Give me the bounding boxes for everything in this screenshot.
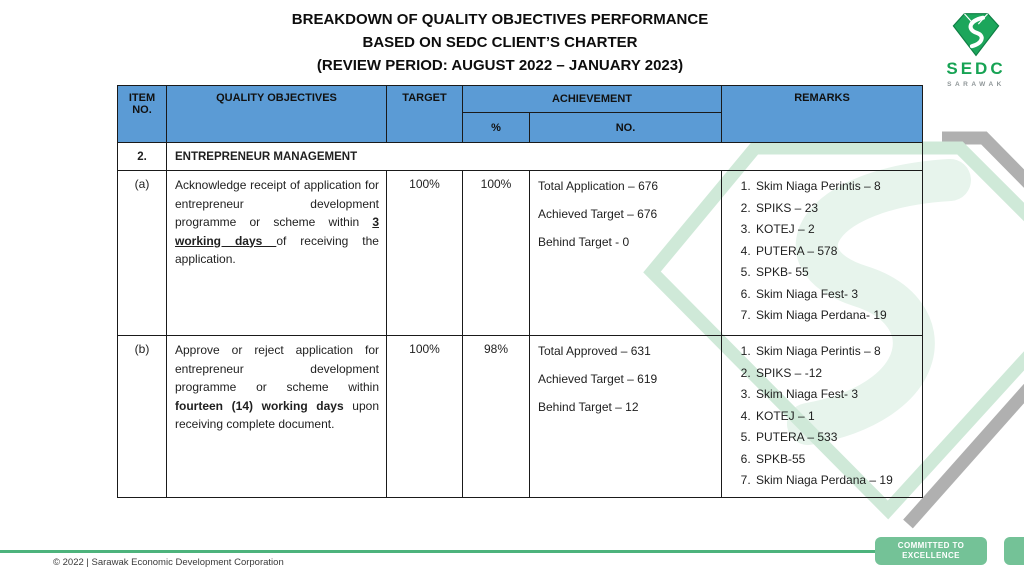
committed-to-excellence-badge: COMMITTED TO EXCELLENCE [875,537,987,565]
row-a-remarks: Skim Niaga Perintis – 8SPIKS – 23KOTEJ –… [721,170,923,336]
title-line-3: (REVIEW PERIOD: AUGUST 2022 – JANUARY 20… [316,57,684,74]
remark-item: SPKB- 55 [754,262,918,284]
col-header-quality-objectives: QUALITY OBJECTIVES [166,85,387,143]
table-row: (b) Approve or reject application for en… [117,335,923,498]
remark-item: KOTEJ – 1 [754,406,918,428]
remark-item: PUTERA – 578 [754,241,918,263]
remark-item: SPKB-55 [754,449,918,471]
col-header-item-no: ITEM NO. [117,85,167,143]
row-b-item-no: (b) [117,335,167,498]
number-line: Total Approved – 631 [538,344,651,358]
remark-item: Skim Niaga Perintis – 8 [754,176,918,198]
col-header-remarks: REMARKS [721,85,923,143]
number-line: Total Application – 676 [538,179,659,193]
logo-brand-text: SEDC [946,59,1006,78]
edge-badge-partial [1004,537,1024,565]
col-header-percent: % [462,112,530,143]
title-line-2: BASED ON SEDC CLIENT’S CHARTER [362,34,638,51]
badge-line-2: EXCELLENCE [902,551,960,560]
row-a-numbers: Total Application – 676 Achieved Target –… [529,170,722,336]
row-a-item-no: (a) [117,170,167,336]
remark-item: PUTERA – 533 [754,427,918,449]
remark-item: Skim Niaga Perdana- 19 [754,305,918,327]
logo-sub-text: SARAWAK [947,81,1005,88]
copyright-text: © 2022 | Sarawak Economic Development Co… [53,557,284,568]
table-row: (a) Acknowledge receipt of application f… [117,170,923,336]
row-a-target: 100% [386,170,463,336]
col-header-achievement: ACHIEVEMENT [462,85,722,113]
number-line: Behind Target – 12 [538,400,639,414]
remark-item: KOTEJ – 2 [754,219,918,241]
footer-divider [0,550,882,553]
slide-title: BREAKDOWN OF QUALITY OBJECTIVES PERFORMA… [0,8,1000,77]
row-b-numbers: Total Approved – 631 Achieved Target – 61… [529,335,722,498]
remark-item: SPIKS – -12 [754,363,918,385]
row-a-objective: Acknowledge receipt of application for e… [166,170,387,336]
sedc-diamond-icon [952,13,1000,57]
remark-item: Skim Niaga Fest- 3 [754,384,918,406]
row-b-objective: Approve or reject application for entrep… [166,335,387,498]
number-line: Achieved Target – 619 [538,372,658,386]
remark-item: SPIKS – 23 [754,198,918,220]
row-b-percent: 98% [462,335,530,498]
section-row: 2. ENTREPRENEUR MANAGEMENT [117,142,923,171]
row-b-remarks: Skim Niaga Perintis – 8SPIKS – -12Skim N… [721,335,923,498]
title-line-1: BREAKDOWN OF QUALITY OBJECTIVES PERFORMA… [291,11,709,28]
remark-item: Skim Niaga Perintis – 8 [754,341,918,363]
quality-objectives-table: ITEM NO. QUALITY OBJECTIVES TARGET ACHIE… [117,85,923,498]
number-line: Achieved Target – 676 [538,207,658,221]
col-header-no: NO. [529,112,722,143]
remark-item: Skim Niaga Perdana – 19 [754,470,918,492]
row-b-target: 100% [386,335,463,498]
section-item-no: 2. [117,142,167,171]
row-a-percent: 100% [462,170,530,336]
number-line: Behind Target - 0 [538,235,630,249]
sedc-logo: SEDC SARAWAK [936,10,1016,88]
col-header-target: TARGET [386,85,463,143]
badge-line-1: COMMITTED TO [897,541,965,550]
quality-objectives-table-wrap: ITEM NO. QUALITY OBJECTIVES TARGET ACHIE… [117,85,923,498]
remark-item: Skim Niaga Fest- 3 [754,284,918,306]
section-title: ENTREPRENEUR MANAGEMENT [166,142,923,171]
